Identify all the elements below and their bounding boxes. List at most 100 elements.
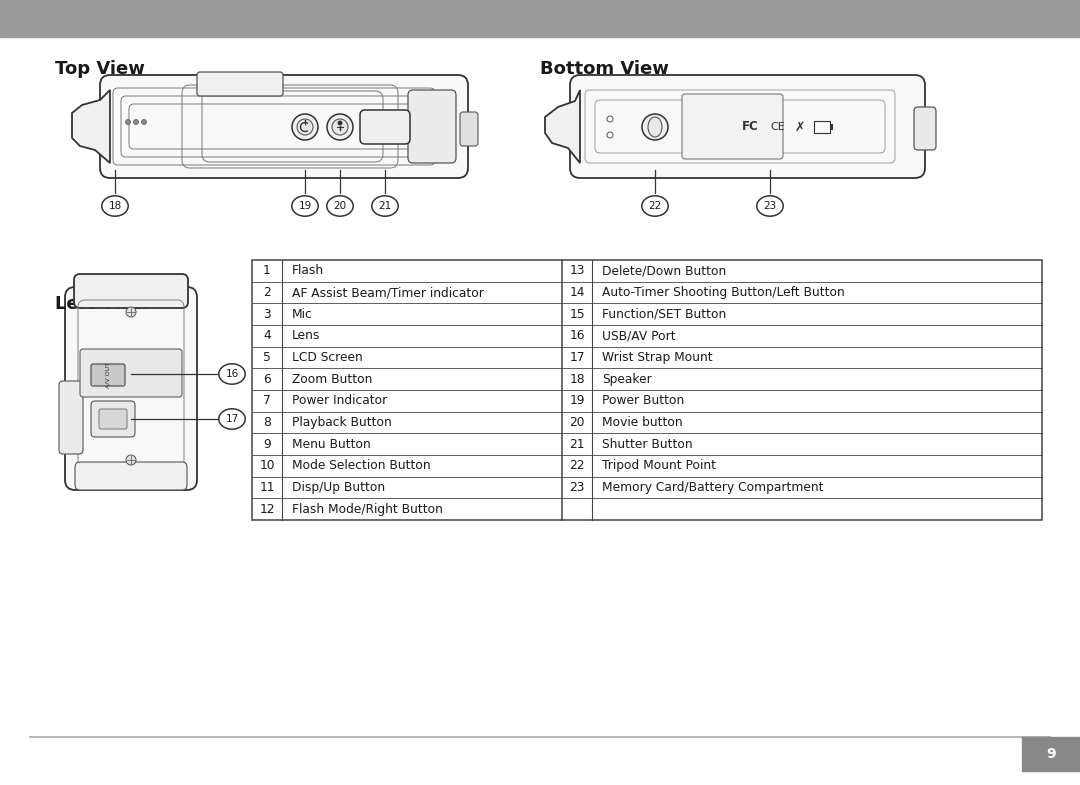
Text: Mic: Mic [292,308,313,320]
Text: Top View: Top View [55,60,145,78]
Text: Movie button: Movie button [602,416,683,429]
FancyBboxPatch shape [75,462,187,490]
Text: 22: 22 [569,459,584,473]
Circle shape [126,455,136,465]
Text: Shutter Button: Shutter Button [602,438,692,451]
Text: Left View: Left View [55,295,150,313]
Circle shape [126,307,136,317]
Text: LCD Screen: LCD Screen [292,351,363,364]
Text: USB/AV Port: USB/AV Port [602,330,676,342]
Ellipse shape [292,195,319,216]
Text: 20: 20 [334,201,347,211]
Text: Mode Selection Button: Mode Selection Button [292,459,431,473]
Circle shape [141,119,147,125]
Text: Auto-Timer Shooting Button/Left Button: Auto-Timer Shooting Button/Left Button [602,286,845,299]
Text: AF Assist Beam/Timer indicator: AF Assist Beam/Timer indicator [292,286,484,299]
Bar [0,0,1080,37]
FancyBboxPatch shape [681,94,783,159]
Text: 21: 21 [378,201,392,211]
Text: FC: FC [742,121,758,133]
Ellipse shape [327,195,353,216]
Text: 23: 23 [764,201,777,211]
Text: Disp/Up Button: Disp/Up Button [292,481,386,494]
Ellipse shape [102,195,129,216]
Text: Lens: Lens [292,330,321,342]
Text: 1: 1 [264,265,271,277]
FancyBboxPatch shape [360,110,410,144]
FancyBboxPatch shape [99,409,127,429]
Circle shape [332,119,348,135]
Text: 19: 19 [298,201,312,211]
FancyBboxPatch shape [914,107,936,150]
Text: Menu Button: Menu Button [292,438,370,451]
FancyBboxPatch shape [65,287,197,490]
Text: Delete/Down Button: Delete/Down Button [602,265,726,277]
Text: 11: 11 [259,481,274,494]
Ellipse shape [648,117,662,137]
Ellipse shape [219,363,245,384]
Text: 4: 4 [264,330,271,342]
Text: 10: 10 [259,459,274,473]
Text: 8: 8 [264,416,271,429]
Text: 15: 15 [569,308,584,320]
Text: Function/SET Button: Function/SET Button [602,308,726,320]
Text: Flash: Flash [292,265,324,277]
Polygon shape [72,90,110,163]
Text: 23: 23 [569,481,584,494]
Text: Bottom View: Bottom View [540,60,669,78]
Circle shape [297,119,313,135]
FancyBboxPatch shape [75,274,188,308]
Bar [831,124,833,130]
Circle shape [134,119,138,125]
Bar [252,260,1042,520]
Polygon shape [545,90,580,163]
Bar [814,121,831,133]
Text: 19: 19 [569,394,584,407]
Text: Tripod Mount Point: Tripod Mount Point [602,459,716,473]
Text: CE: CE [771,122,785,132]
Text: Memory Card/Battery Compartment: Memory Card/Battery Compartment [602,481,824,494]
FancyBboxPatch shape [408,90,456,163]
Text: 9: 9 [264,438,271,451]
FancyBboxPatch shape [570,75,924,178]
Text: 9: 9 [1047,747,1056,761]
Text: Power Button: Power Button [602,394,685,407]
Text: 5: 5 [264,351,271,364]
FancyBboxPatch shape [100,75,468,178]
Text: Wrist Strap Mount: Wrist Strap Mount [602,351,713,364]
Text: 18: 18 [108,201,122,211]
Text: Speaker: Speaker [602,373,651,385]
Text: 16: 16 [569,330,584,342]
FancyBboxPatch shape [91,364,125,386]
Ellipse shape [372,195,399,216]
Circle shape [337,121,342,126]
Text: 14: 14 [569,286,584,299]
Ellipse shape [642,195,669,216]
FancyBboxPatch shape [460,112,478,146]
FancyBboxPatch shape [197,72,283,96]
Text: 22: 22 [648,201,662,211]
Bar [1022,737,1080,771]
Text: 3: 3 [264,308,271,320]
Text: 21: 21 [569,438,584,451]
FancyBboxPatch shape [59,381,83,454]
Text: Zoom Button: Zoom Button [292,373,373,385]
Text: Power Indicator: Power Indicator [292,394,388,407]
Text: 16: 16 [226,369,239,379]
Ellipse shape [219,409,245,429]
Text: 18: 18 [569,373,584,385]
Text: ✗: ✗ [795,121,806,133]
Text: 6: 6 [264,373,271,385]
Text: A/V OUT: A/V OUT [106,362,110,388]
FancyBboxPatch shape [91,401,135,437]
Circle shape [642,114,669,140]
Text: 17: 17 [569,351,584,364]
FancyBboxPatch shape [80,349,183,397]
Circle shape [292,114,318,140]
Text: 7: 7 [264,394,271,407]
Text: Playback Button: Playback Button [292,416,392,429]
Ellipse shape [757,195,783,216]
Text: 17: 17 [226,414,239,424]
Text: 12: 12 [259,502,274,516]
Text: 2: 2 [264,286,271,299]
